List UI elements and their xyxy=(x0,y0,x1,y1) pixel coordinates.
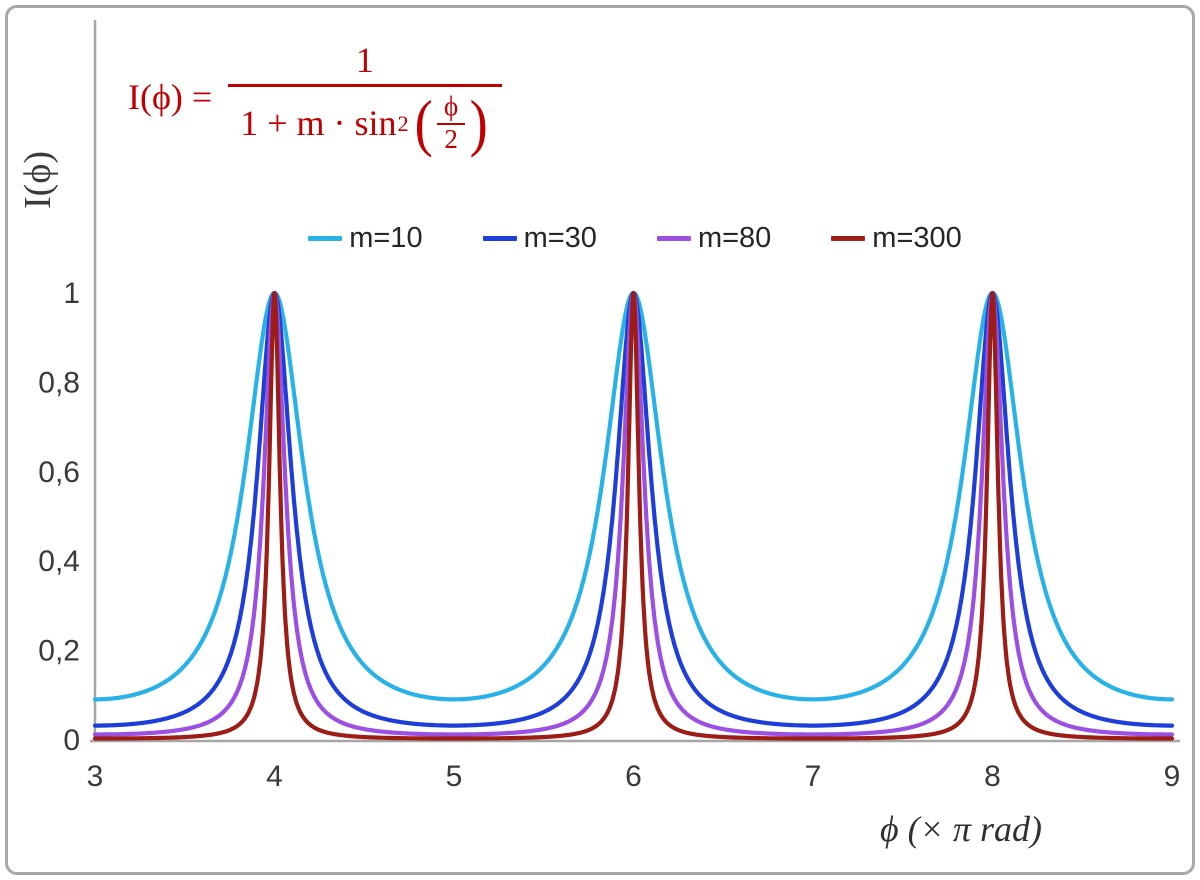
legend-item: m=30 xyxy=(482,222,597,255)
formula-denominator: 1 + m · sin 2 ( ϕ 2 ) xyxy=(228,84,502,159)
formula-denominator-text: 1 + m · sin xyxy=(240,102,397,143)
y-tick-label: 1 xyxy=(63,277,80,310)
x-tick-label: 3 xyxy=(87,760,104,793)
legend-item: m=80 xyxy=(656,222,772,255)
x-tick-label: 9 xyxy=(1164,760,1181,793)
formula-open-paren: ( xyxy=(414,87,433,159)
formula-lhs: I(ϕ) = xyxy=(128,76,213,117)
y-tick-label: 0 xyxy=(63,724,80,757)
formula-inner-numerator: ϕ xyxy=(437,92,466,126)
formula: I(ϕ) = 1 1 + m · sin 2 ( ϕ 2 ) xyxy=(128,40,502,155)
x-axis-title: ϕ (× π rad) xyxy=(880,809,1042,849)
series-curve-300 xyxy=(92,290,1175,741)
formula-inner-fraction: ϕ 2 xyxy=(437,92,466,155)
legend-item: m=10 xyxy=(308,222,423,255)
legend-item: m=300 xyxy=(831,222,962,255)
legend: m=10 m=30 m=80 m=300 xyxy=(95,222,1175,255)
legend-swatch xyxy=(831,236,866,241)
x-tick-label: 5 xyxy=(446,760,463,793)
x-tick-label: 7 xyxy=(805,760,822,793)
legend-label: m=10 xyxy=(349,222,423,254)
y-tick-label: 0,8 xyxy=(38,366,80,399)
formula-close-paren: ) xyxy=(469,87,488,159)
y-tick-label: 0,6 xyxy=(38,456,80,489)
x-tick-label: 6 xyxy=(625,760,642,793)
legend-label: m=30 xyxy=(523,222,597,254)
formula-inner-denominator: 2 xyxy=(444,124,458,155)
legend-label: m=300 xyxy=(872,222,962,254)
legend-swatch xyxy=(482,236,517,241)
x-tick-label: 4 xyxy=(266,760,283,793)
formula-numerator: 1 xyxy=(355,40,374,80)
legend-swatch xyxy=(656,236,691,241)
legend-label: m=80 xyxy=(697,222,772,254)
legend-swatch xyxy=(308,236,343,241)
series-curve-80 xyxy=(92,290,1175,737)
series-curve-30 xyxy=(92,290,1175,728)
y-axis-title: I(ϕ) xyxy=(17,151,59,209)
x-tick-label: 8 xyxy=(984,760,1001,793)
y-tick-label: 0,4 xyxy=(38,545,80,578)
y-tick-label: 0,2 xyxy=(38,635,80,668)
formula-fraction: 1 1 + m · sin 2 ( ϕ 2 ) xyxy=(228,40,502,159)
